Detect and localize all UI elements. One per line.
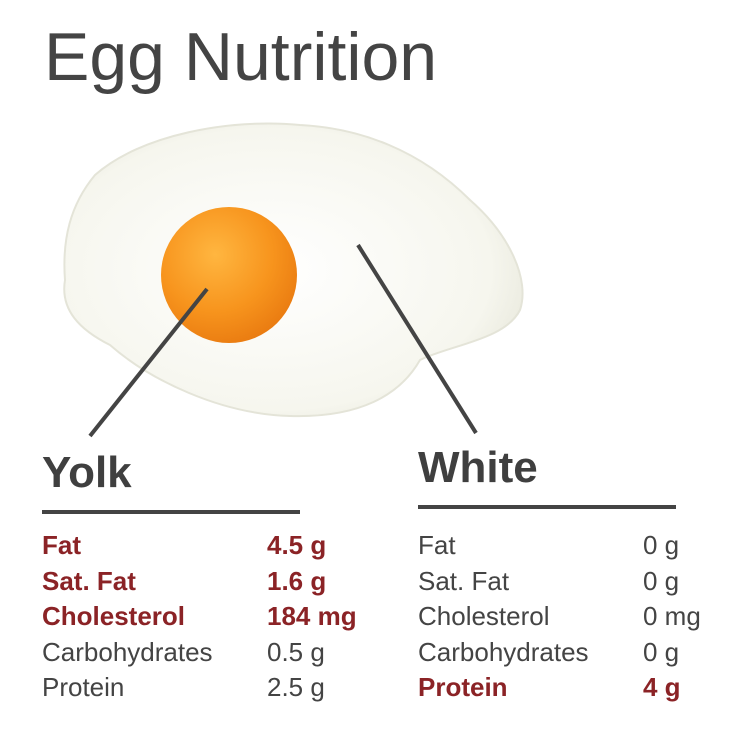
yolk-nutrient-list: Fat 4.5 g Sat. Fat 1.6 g Cholesterol 184 mg Ca… — [42, 528, 357, 706]
white-nutrient-row: Protein 4 g — [418, 670, 701, 706]
nutrient-label: Carbohydrates — [42, 636, 213, 667]
nutrient-value: 0 g — [643, 530, 680, 560]
yolk-nutrient-row: Sat. Fat 1.6 g — [42, 564, 357, 600]
white-section: White Fat 0 g Sat. Fat 0 g Cholesterol 0 mg Ca… — [418, 441, 701, 706]
white-nutrient-row: Sat. Fat 0 g — [418, 564, 701, 600]
nutrient-value: 4.5 g — [267, 530, 327, 560]
nutrient-value: 2.5 g — [267, 672, 325, 702]
nutrient-value: 184 mg — [267, 601, 357, 631]
white-nutrient-row: Carbohydrates 0 g — [418, 635, 701, 671]
nutrient-label: Cholesterol — [42, 601, 186, 631]
nutrient-value: 0 g — [643, 565, 680, 596]
nutrient-value: 4 g — [643, 672, 681, 702]
yolk-nutrient-row: Carbohydrates 0.5 g — [42, 635, 357, 671]
nutrient-value: 1.6 g — [267, 565, 327, 596]
page-title: Egg Nutrition — [44, 19, 438, 95]
white-nutrient-row: Cholesterol 0 mg — [418, 599, 701, 635]
yolk-heading: Yolk — [42, 448, 132, 497]
nutrient-label: Sat. Fat — [418, 565, 510, 596]
yolk-nutrient-row: Fat 4.5 g — [42, 528, 357, 564]
white-pointer-line — [356, 243, 478, 435]
nutrient-label: Carbohydrates — [418, 636, 589, 667]
nutrient-label: Sat. Fat — [42, 565, 136, 596]
yolk-pointer-line — [88, 287, 209, 438]
white-divider — [418, 505, 676, 509]
nutrient-label: Protein — [418, 672, 508, 702]
nutrient-value: 0 g — [643, 636, 680, 667]
yolk-nutrient-row: Protein 2.5 g — [42, 670, 357, 706]
white-nutrient-list: Fat 0 g Sat. Fat 0 g Cholesterol 0 mg Carbohyd… — [418, 528, 701, 706]
yolk-nutrient-row: Cholesterol 184 mg — [42, 599, 357, 635]
white-nutrient-row: Fat 0 g — [418, 528, 701, 564]
nutrient-label: Cholesterol — [418, 601, 550, 631]
yolk-section: Yolk Fat 4.5 g Sat. Fat 1.6 g Cholesterol 184… — [42, 446, 357, 706]
white-heading: White — [418, 443, 538, 492]
nutrient-value: 0 mg — [643, 601, 701, 631]
egg-yolk — [161, 207, 297, 343]
nutrient-value: 0.5 g — [267, 636, 325, 667]
nutrient-label: Fat — [418, 530, 456, 560]
nutrient-label: Protein — [42, 672, 125, 702]
nutrient-label: Fat — [42, 530, 81, 560]
yolk-divider — [42, 510, 300, 514]
